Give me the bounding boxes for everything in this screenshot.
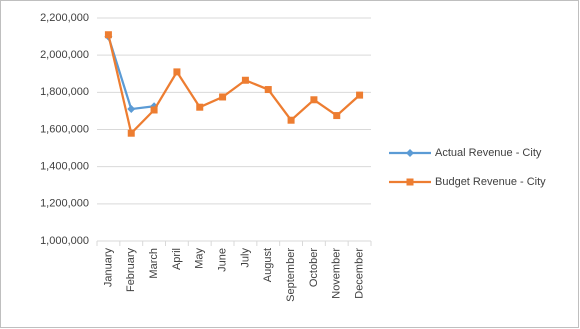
marker xyxy=(173,68,181,76)
x-tick-label: May xyxy=(194,248,206,269)
marker xyxy=(356,91,364,99)
marker xyxy=(406,178,414,186)
x-tick-label: February xyxy=(125,248,137,293)
x-tick-label: April xyxy=(171,248,183,270)
marker xyxy=(150,106,158,114)
y-tick-label: 2,200,000 xyxy=(40,12,89,24)
y-tick-label: 2,000,000 xyxy=(40,49,89,61)
series-line xyxy=(107,34,361,136)
legend-label: Actual Revenue - City xyxy=(435,147,542,159)
x-tick-label: October xyxy=(308,248,320,287)
marker xyxy=(219,93,227,101)
y-tick-label: 1,600,000 xyxy=(40,123,89,135)
marker xyxy=(310,96,318,104)
marker xyxy=(333,112,341,120)
y-tick-label: 1,200,000 xyxy=(40,198,89,210)
marker xyxy=(127,105,136,114)
x-tick-label: September xyxy=(285,248,297,302)
x-tick-label: December xyxy=(353,248,365,299)
marker xyxy=(127,129,135,137)
x-tick-label: June xyxy=(216,248,228,272)
marker xyxy=(104,31,112,39)
x-tick-label: March xyxy=(148,248,160,279)
marker xyxy=(196,103,204,111)
legend-label: Budget Revenue - City xyxy=(435,176,546,188)
x-tick-label: August xyxy=(262,248,274,282)
marker xyxy=(287,116,295,124)
marker xyxy=(264,86,272,94)
x-tick-label: January xyxy=(102,248,114,288)
y-tick-label: 1,800,000 xyxy=(40,86,89,98)
y-tick-label: 1,000,000 xyxy=(40,235,89,247)
y-tick-label: 1,400,000 xyxy=(40,161,89,173)
marker xyxy=(406,149,414,157)
marker xyxy=(241,76,249,84)
x-tick-label: July xyxy=(239,248,251,268)
x-tick-label: November xyxy=(331,248,343,299)
